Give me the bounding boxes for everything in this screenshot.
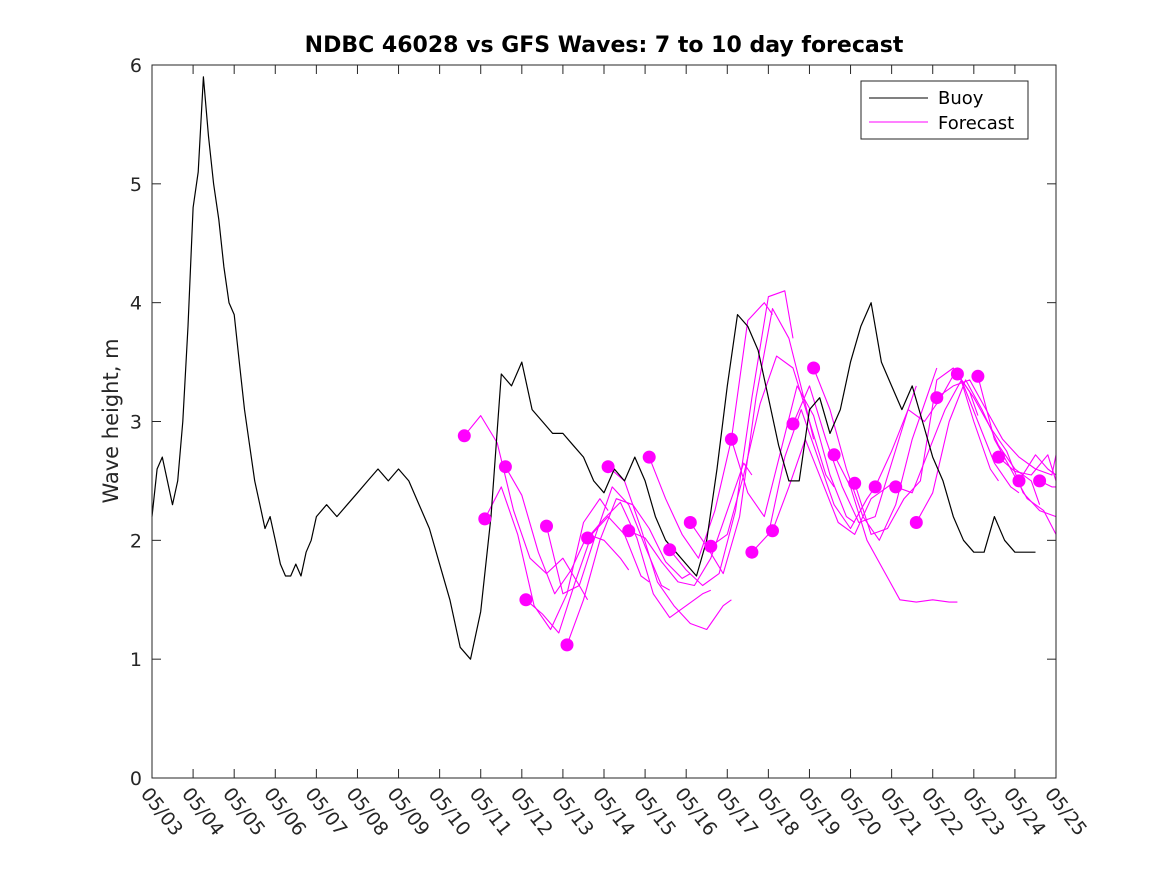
forecast-run-line-5 xyxy=(545,486,670,595)
forecast-start-marker xyxy=(642,450,656,464)
forecast-start-marker xyxy=(807,361,821,375)
y-tick-label: 2 xyxy=(130,530,142,552)
legend-label-forecast: Forecast xyxy=(938,113,1014,134)
forecast-run-line-13 xyxy=(710,355,835,547)
y-axis: 0 1 2 3 4 5 6 xyxy=(130,55,1056,790)
forecast-start-marker xyxy=(848,476,862,490)
forecast-run-line-10 xyxy=(648,302,773,559)
forecast-start-marker xyxy=(519,593,533,607)
forecast-start-marker xyxy=(971,369,985,383)
forecast-start-marker xyxy=(786,417,800,431)
forecast-markers xyxy=(457,361,1047,652)
forecast-start-marker xyxy=(622,524,636,538)
forecast-start-marker xyxy=(766,524,779,538)
forecast-start-marker xyxy=(601,460,615,474)
forecast-run-line-11 xyxy=(669,290,794,587)
legend-label-buoy: Buoy xyxy=(938,88,984,109)
legend: Buoy Forecast xyxy=(860,80,1029,140)
y-tick-label: 3 xyxy=(130,412,142,434)
forecast-start-marker xyxy=(950,367,964,381)
forecast-start-marker xyxy=(889,480,903,494)
forecast-run-line-18 xyxy=(813,367,938,541)
forecast-run-line-1 xyxy=(463,415,589,601)
forecast-run-line-14 xyxy=(730,385,856,523)
forecast-start-marker xyxy=(683,516,697,529)
forecast-start-marker xyxy=(724,432,738,446)
forecast-run-line-24 xyxy=(936,379,1057,476)
forecast-run-line-28 xyxy=(1018,454,1057,482)
y-tick-label: 0 xyxy=(130,768,142,790)
forecast-start-marker xyxy=(560,638,574,652)
forecast-start-marker xyxy=(457,429,471,443)
buoy-series-line xyxy=(151,76,1036,660)
buoy-line xyxy=(151,76,1036,660)
plot-area xyxy=(152,65,1056,778)
forecast-start-marker xyxy=(745,545,759,559)
forecast-start-marker xyxy=(704,539,718,553)
forecast-start-marker xyxy=(581,531,595,545)
chart-title: NDBC 46028 vs GFS Waves: 7 to 10 day for… xyxy=(305,33,904,58)
forecast-run-line-25 xyxy=(956,373,1057,518)
forecast-start-marker xyxy=(1012,474,1026,488)
forecast-start-marker xyxy=(540,519,553,533)
forecast-run-line-7 xyxy=(587,501,712,619)
forecast-start-marker xyxy=(930,391,944,405)
y-axis-label: Wave height, m xyxy=(99,338,123,503)
y-tick-label: 6 xyxy=(130,55,142,77)
forecast-start-marker xyxy=(478,512,492,526)
forecast-run-line-8 xyxy=(607,466,732,631)
y-tick-label: 5 xyxy=(130,174,142,196)
forecast-run-line-12 xyxy=(689,308,815,575)
forecast-start-marker xyxy=(868,480,882,494)
forecast-run-line-16 xyxy=(771,438,897,535)
forecast-run-line-3 xyxy=(504,466,630,595)
forecast-run-line-2 xyxy=(484,486,609,631)
forecast-start-marker xyxy=(992,450,1005,464)
forecast-start-marker xyxy=(909,516,923,529)
y-tick-label: 4 xyxy=(130,293,142,315)
forecast-run-line-27 xyxy=(998,454,1057,482)
legend-box xyxy=(860,80,1029,140)
forecast-run-line-9 xyxy=(628,462,753,587)
y-tick-label: 1 xyxy=(130,649,142,671)
forecast-start-marker xyxy=(663,543,677,557)
forecast-run-line-19 xyxy=(833,454,958,603)
forecast-start-marker xyxy=(498,460,512,474)
forecast-run-line-15 xyxy=(751,409,876,553)
forecast-start-marker xyxy=(827,448,841,462)
forecast-lines xyxy=(463,290,1057,646)
forecast-start-marker xyxy=(1033,474,1047,488)
